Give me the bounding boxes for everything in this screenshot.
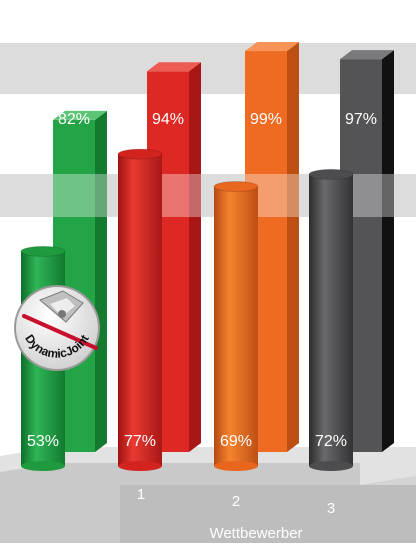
- back-bar-top-1: [147, 62, 201, 72]
- front-value-label-3: 72%: [315, 433, 347, 450]
- back-bar-side-0: [95, 110, 107, 453]
- front-bar-3: [308, 168, 354, 471]
- front-value-label-2: 69%: [220, 433, 252, 450]
- group-panel: [120, 485, 416, 543]
- front-value-label-1: 77%: [124, 433, 156, 450]
- front-bar-bottom-1: [118, 461, 162, 471]
- back-bar-side-3: [382, 50, 394, 453]
- back-value-label-2: 99%: [250, 111, 282, 128]
- back-bar-side-2: [287, 42, 299, 453]
- front-bar-2: [213, 181, 259, 471]
- back-value-label-0: 82%: [58, 111, 90, 128]
- back-bar-top-0: [53, 110, 107, 120]
- back-value-label-1: 94%: [152, 111, 184, 128]
- category-label-3: 3: [327, 500, 335, 517]
- back-bar-side-1: [189, 62, 201, 453]
- front-bar-bottom-2: [214, 461, 258, 471]
- group-label: Wettbewerber: [209, 525, 302, 542]
- front-bar-body-3: [309, 174, 353, 466]
- back-bar-top-2: [245, 42, 299, 52]
- front-bar-1: [117, 148, 163, 471]
- front-bar-body-1: [118, 154, 162, 466]
- value-labels: 82% 94% 99% 97% 53% 77% 69% 72%: [27, 111, 377, 450]
- back-bar-top-3: [340, 50, 394, 60]
- group-panel-top: [120, 476, 416, 485]
- front-bar-top-2: [213, 181, 259, 193]
- back-value-label-3: 97%: [345, 111, 377, 128]
- front-bar-bottom-0: [21, 461, 65, 471]
- front-bar-top-0: [20, 245, 66, 257]
- category-label-1: 1: [137, 486, 145, 503]
- category-label-2: 2: [232, 493, 240, 510]
- front-bar-body-2: [214, 186, 258, 467]
- front-bar-top-1: [117, 148, 163, 160]
- front-bar-bottom-3: [309, 461, 353, 471]
- front-value-label-0: 53%: [27, 433, 59, 450]
- dynamicjoint-badge: DynamicJoint: [14, 285, 100, 371]
- pliers-icon: [22, 290, 98, 350]
- band-highlight-0: [53, 174, 107, 217]
- front-bar-top-3: [308, 168, 354, 180]
